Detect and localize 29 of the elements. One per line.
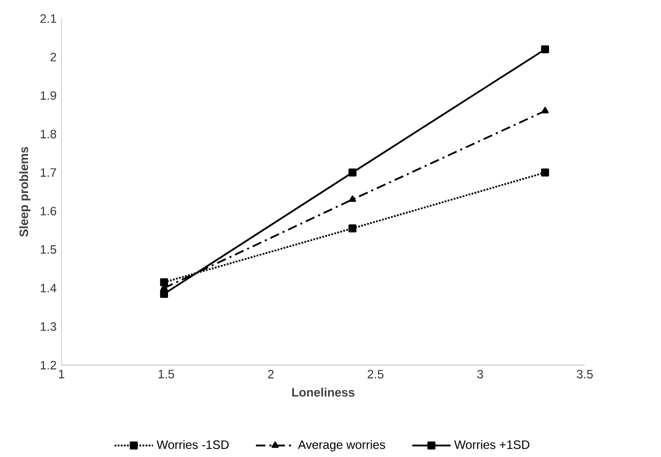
y-axis-title: Sleep problems xyxy=(19,146,31,237)
y-tick-label: 2 xyxy=(50,52,56,62)
x-tick-label: 1.5 xyxy=(158,370,174,378)
y-tick-label: 1.5 xyxy=(40,245,56,254)
legend-label: Worries +1SD xyxy=(454,440,530,449)
point xyxy=(348,168,356,176)
y-tick-label: 1.8 xyxy=(40,130,56,138)
y-tick-label: 1.3 xyxy=(40,322,56,331)
point xyxy=(160,278,168,286)
point xyxy=(541,168,550,176)
y-tick-label: 1.9 xyxy=(40,91,56,100)
x-tick-label: 3.5 xyxy=(576,370,593,378)
point xyxy=(541,45,550,54)
x-tick-label: 1 xyxy=(59,370,64,378)
legend-label: Worries -1SD xyxy=(156,440,229,449)
point xyxy=(542,106,549,114)
point xyxy=(348,195,356,202)
point xyxy=(160,290,168,298)
y-tick-label: 1.7 xyxy=(40,168,56,177)
x-tick-label: 3 xyxy=(477,370,484,378)
y-tick-label: 1.2 xyxy=(40,360,56,370)
x-tick-label: 2.5 xyxy=(368,370,384,378)
x-tick-label: 2 xyxy=(268,370,274,378)
legend-label: Average worries xyxy=(298,440,386,452)
y-tick-label: 2.1 xyxy=(40,14,56,23)
point xyxy=(348,224,356,232)
y-tick-label: 1.4 xyxy=(40,284,56,292)
x-axis-title: Loneliness xyxy=(292,388,354,397)
y-tick-label: 1.6 xyxy=(40,206,56,216)
